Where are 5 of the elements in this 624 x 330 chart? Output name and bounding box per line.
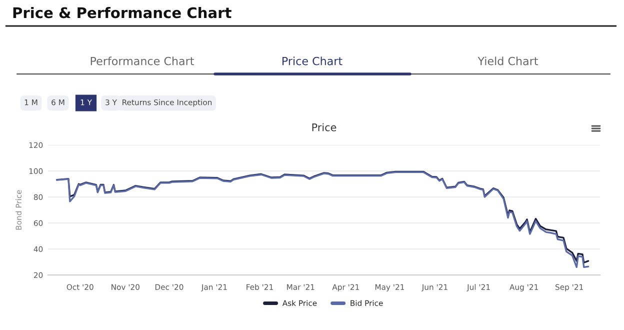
- text: Price Chart: [282, 56, 342, 66]
- text: Yield Chart: [478, 56, 538, 66]
- text: Performance Chart: [90, 56, 194, 66]
- chart-title: Price: [312, 123, 336, 132]
- text: Price & Performance Chart: [13, 6, 232, 18]
